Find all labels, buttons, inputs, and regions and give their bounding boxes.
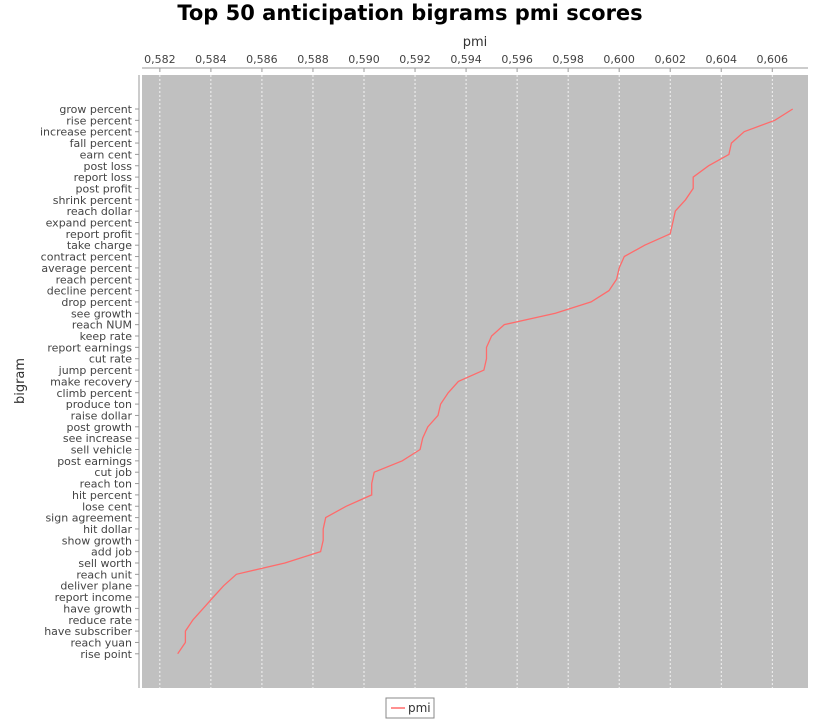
x-tick-label: 0,590 <box>348 53 380 66</box>
x-tick-label: 0,582 <box>144 53 176 66</box>
x-tick-label: 0,586 <box>246 53 278 66</box>
y-category-label: reach NUM <box>72 319 132 332</box>
y-category-label: deliver plane <box>60 580 132 593</box>
y-category-label: report profit <box>66 228 133 241</box>
y-category-label: post growth <box>66 421 132 434</box>
y-category-label: increase percent <box>40 126 133 139</box>
x-axis-ticks: 0,582 0,584 0,586 0,588 0,590 0,592 0,594 0,596… <box>144 53 788 72</box>
legend-box <box>385 697 435 719</box>
x-tick-label: 0,592 <box>399 53 431 66</box>
x-axis-label: pmi <box>463 35 488 50</box>
y-category-label: keep rate <box>80 330 133 343</box>
y-category-label: post loss <box>83 160 132 173</box>
series-line-pmi <box>177 108 794 655</box>
y-category-label: contract percent <box>41 251 133 264</box>
x-tick-label: 0,604 <box>705 53 737 66</box>
y-category-label: lose cent <box>82 500 133 513</box>
y-category-label: take charge <box>67 239 132 252</box>
x-tick-label: 0,584 <box>195 53 227 66</box>
y-category-label: reach dollar <box>67 205 133 218</box>
y-category-label: reduce rate <box>68 614 132 627</box>
y-category-label: have subscriber <box>44 625 132 638</box>
y-category-label: drop percent <box>61 296 132 309</box>
y-category-label: see growth <box>71 307 132 320</box>
x-tick-label: 0,596 <box>501 53 533 66</box>
x-tick-label: 0,600 <box>603 53 635 66</box>
plot-area <box>142 75 808 688</box>
y-category-label: rise point <box>80 648 132 661</box>
y-category-label: jump percent <box>58 364 133 377</box>
legend: pmi <box>385 697 435 719</box>
y-category-label: shrink percent <box>53 194 133 207</box>
x-tick-label: 0,598 <box>552 53 584 66</box>
x-tick-label: 0,588 <box>297 53 329 66</box>
y-category-label: reach unit <box>76 568 132 581</box>
y-category-label: report income <box>55 591 133 604</box>
y-category-label: report loss <box>74 171 133 184</box>
y-category-label: reach percent <box>56 273 133 286</box>
y-category-label: expand percent <box>46 217 133 230</box>
x-tick-label: 0,594 <box>450 53 482 66</box>
y-axis-label: bigram <box>13 358 28 404</box>
y-category-label: average percent <box>41 262 132 275</box>
y-category-label: cut rate <box>89 353 132 366</box>
y-category-label: grow percent <box>59 103 132 116</box>
y-category-label: earn cent <box>80 148 133 161</box>
y-category-label: produce ton <box>66 398 132 411</box>
y-category-label: see increase <box>63 432 132 445</box>
y-category-label: reach yuan <box>71 636 133 649</box>
chart-title: Top 50 anticipation bigrams pmi scores <box>177 1 642 25</box>
y-category-label: reach ton <box>80 478 132 491</box>
legend-label-pmi: pmi <box>408 701 431 715</box>
y-category-label: show growth <box>62 534 132 547</box>
y-category-label: sign agreement <box>45 512 132 525</box>
y-category-label: raise dollar <box>71 409 133 422</box>
y-category-label: have growth <box>63 602 132 615</box>
y-category-label: cut job <box>94 466 132 479</box>
y-category-label: post profit <box>76 182 133 195</box>
x-tick-label: 0,606 <box>757 53 789 66</box>
y-category-label: post earnings <box>57 455 132 468</box>
y-category-label: sell vehicle <box>71 444 133 457</box>
series-pmi <box>177 108 794 655</box>
y-category-label: fall percent <box>70 137 133 150</box>
y-category-label: rise percent <box>66 114 132 127</box>
y-category-label: report earnings <box>47 341 132 354</box>
y-category-label: make recovery <box>50 375 132 388</box>
y-category-label: sell worth <box>78 557 132 570</box>
y-category-label: climb percent <box>57 387 133 400</box>
y-category-label: decline percent <box>47 285 133 298</box>
y-category-label: hit dollar <box>83 523 132 536</box>
y-category-label: add job <box>91 546 132 559</box>
x-tick-label: 0,602 <box>654 53 686 66</box>
y-category-label: hit percent <box>72 489 133 502</box>
